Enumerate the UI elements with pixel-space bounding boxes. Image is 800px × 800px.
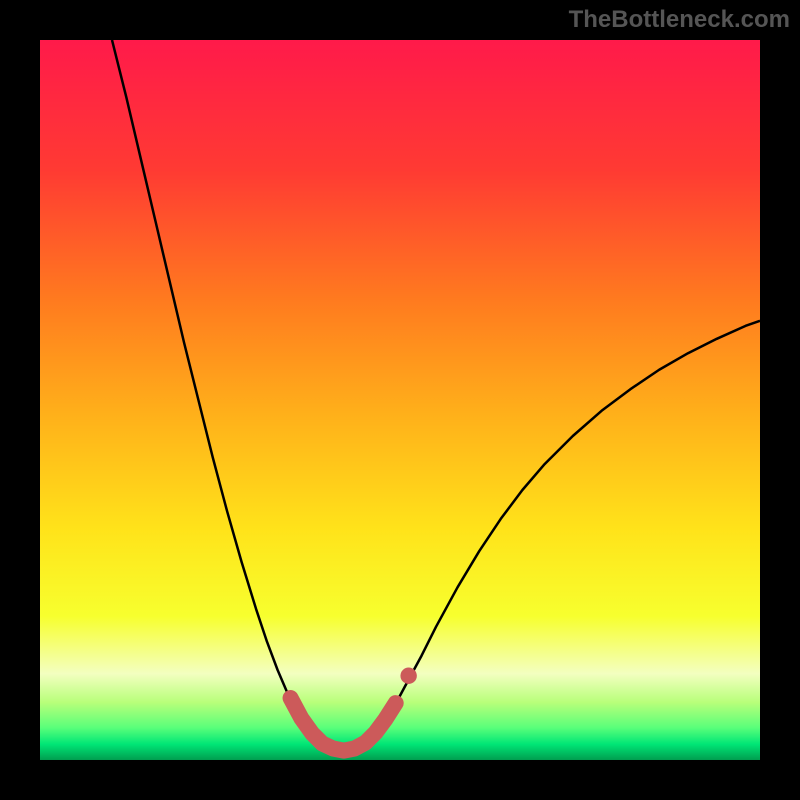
highlight-dot-0 [400,668,416,684]
plot-area [40,40,760,760]
chart-svg [0,0,800,800]
chart-container: TheBottleneck.com [0,0,800,800]
